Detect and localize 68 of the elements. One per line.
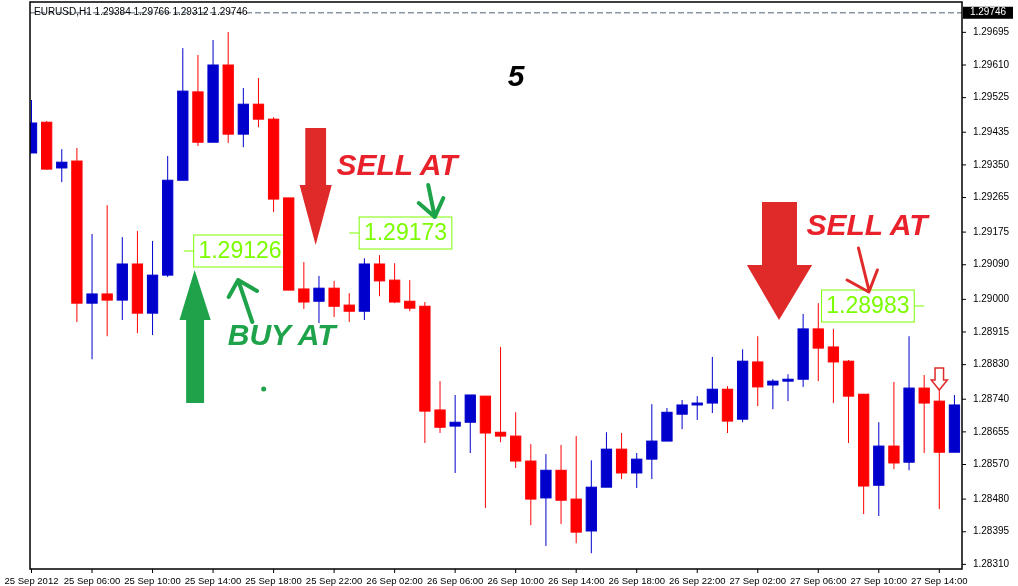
x-tick-label: 26 Sep 14:00 [547,574,605,586]
x-tick-label: 26 Sep 10:00 [487,574,544,586]
x-tick-label: 25 Sep 2012 [4,574,59,586]
annotation: 1.28983 [826,292,910,319]
candlestick [298,261,310,310]
y-tick-label: 1.28740 [972,392,1010,404]
y-tick-label: 1.29175 [972,225,1010,237]
annotation: SELL AT [336,147,461,181]
x-tick-label: 25 Sep 06:00 [63,574,121,586]
x-tick-label: 27 Sep 10:00 [850,574,908,586]
candlestick [767,378,779,410]
candlestick [313,275,325,324]
candlestick [328,280,340,318]
y-tick-label: 1.29525 [972,91,1010,103]
x-tick-label: 25 Sep 22:00 [305,574,363,586]
candlestick [827,328,840,404]
candlestick [812,302,824,382]
annotation: 5 [507,58,526,92]
candlestick [706,356,718,414]
x-tick-label: 26 Sep 18:00 [608,574,665,586]
y-tick-label: 1.28395 [972,525,1010,537]
annotation: 1.29173 [363,219,448,246]
annotation: SELL AT [806,207,931,241]
y-tick-label: 1.29350 [972,158,1010,170]
candlestick [373,254,386,297]
y-tick-label: 1.29265 [972,191,1010,203]
x-tick-label: 26 Sep 06:00 [426,574,484,586]
y-tick-label: 1.29610 [972,58,1010,70]
candlestick [646,403,658,480]
x-tick-label: 27 Sep 02:00 [729,574,787,586]
y-tick-label: 1.29090 [972,258,1010,270]
y-tick-label: 1.29435 [972,125,1010,137]
y-tick-label: 1.28480 [972,492,1010,504]
y-tick-label: 1.28310 [972,558,1010,570]
candlestick [56,148,68,183]
candlestick [404,279,416,312]
candlestick [888,381,900,470]
candlestick [343,292,355,323]
chart-title: EURUSD,H1 1.29384 1.29766 1.29312 1.29746 [34,6,248,17]
x-tick-label: 27 Sep 06:00 [790,574,847,586]
y-tick-label: 1.28570 [972,458,1010,470]
candlestick [918,374,930,454]
candlestick [691,395,703,421]
x-tick-label: 25 Sep 14:00 [184,574,242,586]
annotation: BUY AT [227,317,339,351]
x-tick-label: 25 Sep 10:00 [124,574,181,586]
candlestick [434,380,446,434]
candlestick [388,262,401,304]
candlestick [676,399,688,430]
x-tick-label: 27 Sep 14:00 [911,574,968,586]
annotation: 1.29126 [198,237,282,264]
candlestick [782,373,794,402]
x-tick-label: 25 Sep 18:00 [245,574,302,586]
candlestick [615,432,628,480]
y-tick-label: 1.29695 [972,25,1010,37]
candlestick [631,452,643,489]
candlestick [86,233,98,360]
x-tick-label: 26 Sep 02:00 [366,574,423,586]
candlestick [494,346,507,443]
candlestick [101,204,113,337]
y-tick-label: 1.29000 [972,292,1010,304]
ref-line-label: 1.29746 [969,6,1007,18]
candlestick [252,77,265,128]
candlestick [449,394,461,474]
y-tick-label: 1.28915 [972,325,1010,337]
y-tick-label: 1.28830 [972,358,1010,370]
x-tick-label: 26 Sep 22:00 [668,574,726,586]
y-tick-label: 1.28655 [972,425,1010,437]
